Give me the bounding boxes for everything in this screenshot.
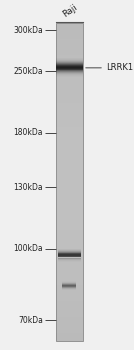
Bar [56, 61, 83, 62]
Bar [56, 65, 83, 66]
Bar [56, 253, 83, 261]
Bar [56, 166, 83, 174]
Bar [56, 69, 83, 70]
Bar [56, 71, 83, 72]
Bar [56, 95, 83, 103]
Bar [56, 198, 83, 206]
Bar [62, 284, 76, 285]
Bar [56, 333, 83, 341]
Bar [56, 39, 83, 47]
Bar [56, 60, 83, 61]
Bar [62, 287, 76, 288]
Bar [56, 119, 83, 127]
Bar [56, 285, 83, 293]
Bar [62, 289, 76, 290]
Bar [56, 230, 83, 238]
Bar [56, 261, 83, 270]
Bar [56, 214, 83, 222]
Text: 130kDa: 130kDa [13, 183, 43, 192]
Bar [58, 260, 81, 261]
Bar [58, 259, 81, 260]
Bar [56, 87, 83, 95]
Bar [56, 134, 83, 142]
Bar [56, 70, 83, 71]
Text: 300kDa: 300kDa [13, 26, 43, 35]
Bar [58, 256, 81, 257]
Bar [56, 270, 83, 277]
Bar [62, 281, 76, 282]
Bar [56, 111, 83, 119]
Bar [56, 182, 83, 190]
Bar [58, 248, 81, 249]
Bar [56, 62, 83, 63]
Bar [56, 103, 83, 111]
Bar [56, 67, 83, 68]
Bar [56, 277, 83, 285]
Bar [58, 255, 81, 256]
Bar [58, 252, 81, 253]
Bar [56, 150, 83, 158]
Bar [56, 301, 83, 309]
Bar [56, 71, 83, 79]
Bar [56, 23, 83, 32]
Bar [56, 317, 83, 325]
Bar [56, 58, 83, 59]
Bar [56, 190, 83, 198]
Bar [56, 222, 83, 230]
Bar [58, 261, 81, 262]
Bar [58, 258, 81, 259]
Text: 180kDa: 180kDa [13, 128, 43, 137]
Bar [62, 285, 76, 286]
Bar [62, 288, 76, 289]
Bar [56, 174, 83, 182]
Bar [56, 309, 83, 317]
Bar [56, 66, 83, 67]
Bar [56, 158, 83, 166]
Bar [56, 325, 83, 333]
Bar [56, 73, 83, 74]
Bar [56, 32, 83, 39]
Bar [58, 251, 81, 252]
Bar [56, 63, 83, 71]
Bar [62, 286, 76, 287]
Bar [56, 64, 83, 65]
Text: 250kDa: 250kDa [13, 67, 43, 76]
Bar [58, 254, 81, 255]
Bar [58, 253, 81, 254]
Bar [56, 79, 83, 87]
Bar [56, 142, 83, 150]
Bar [56, 127, 83, 134]
Bar [56, 246, 83, 253]
Bar [58, 250, 81, 251]
Bar [56, 63, 83, 64]
Text: 100kDa: 100kDa [13, 244, 43, 253]
Bar [56, 68, 83, 69]
Bar [56, 206, 83, 214]
Bar [56, 23, 83, 341]
Bar [62, 283, 76, 284]
Bar [58, 249, 81, 250]
Bar [56, 59, 83, 60]
Bar [56, 76, 83, 77]
Bar [56, 55, 83, 63]
Text: LRRK1: LRRK1 [106, 63, 133, 72]
Bar [56, 72, 83, 73]
Bar [56, 293, 83, 301]
Bar [56, 74, 83, 75]
Text: Raji: Raji [61, 3, 79, 19]
Bar [56, 75, 83, 76]
Text: 70kDa: 70kDa [18, 316, 43, 325]
Bar [56, 47, 83, 55]
Bar [56, 238, 83, 246]
Bar [58, 257, 81, 258]
Bar [62, 282, 76, 283]
